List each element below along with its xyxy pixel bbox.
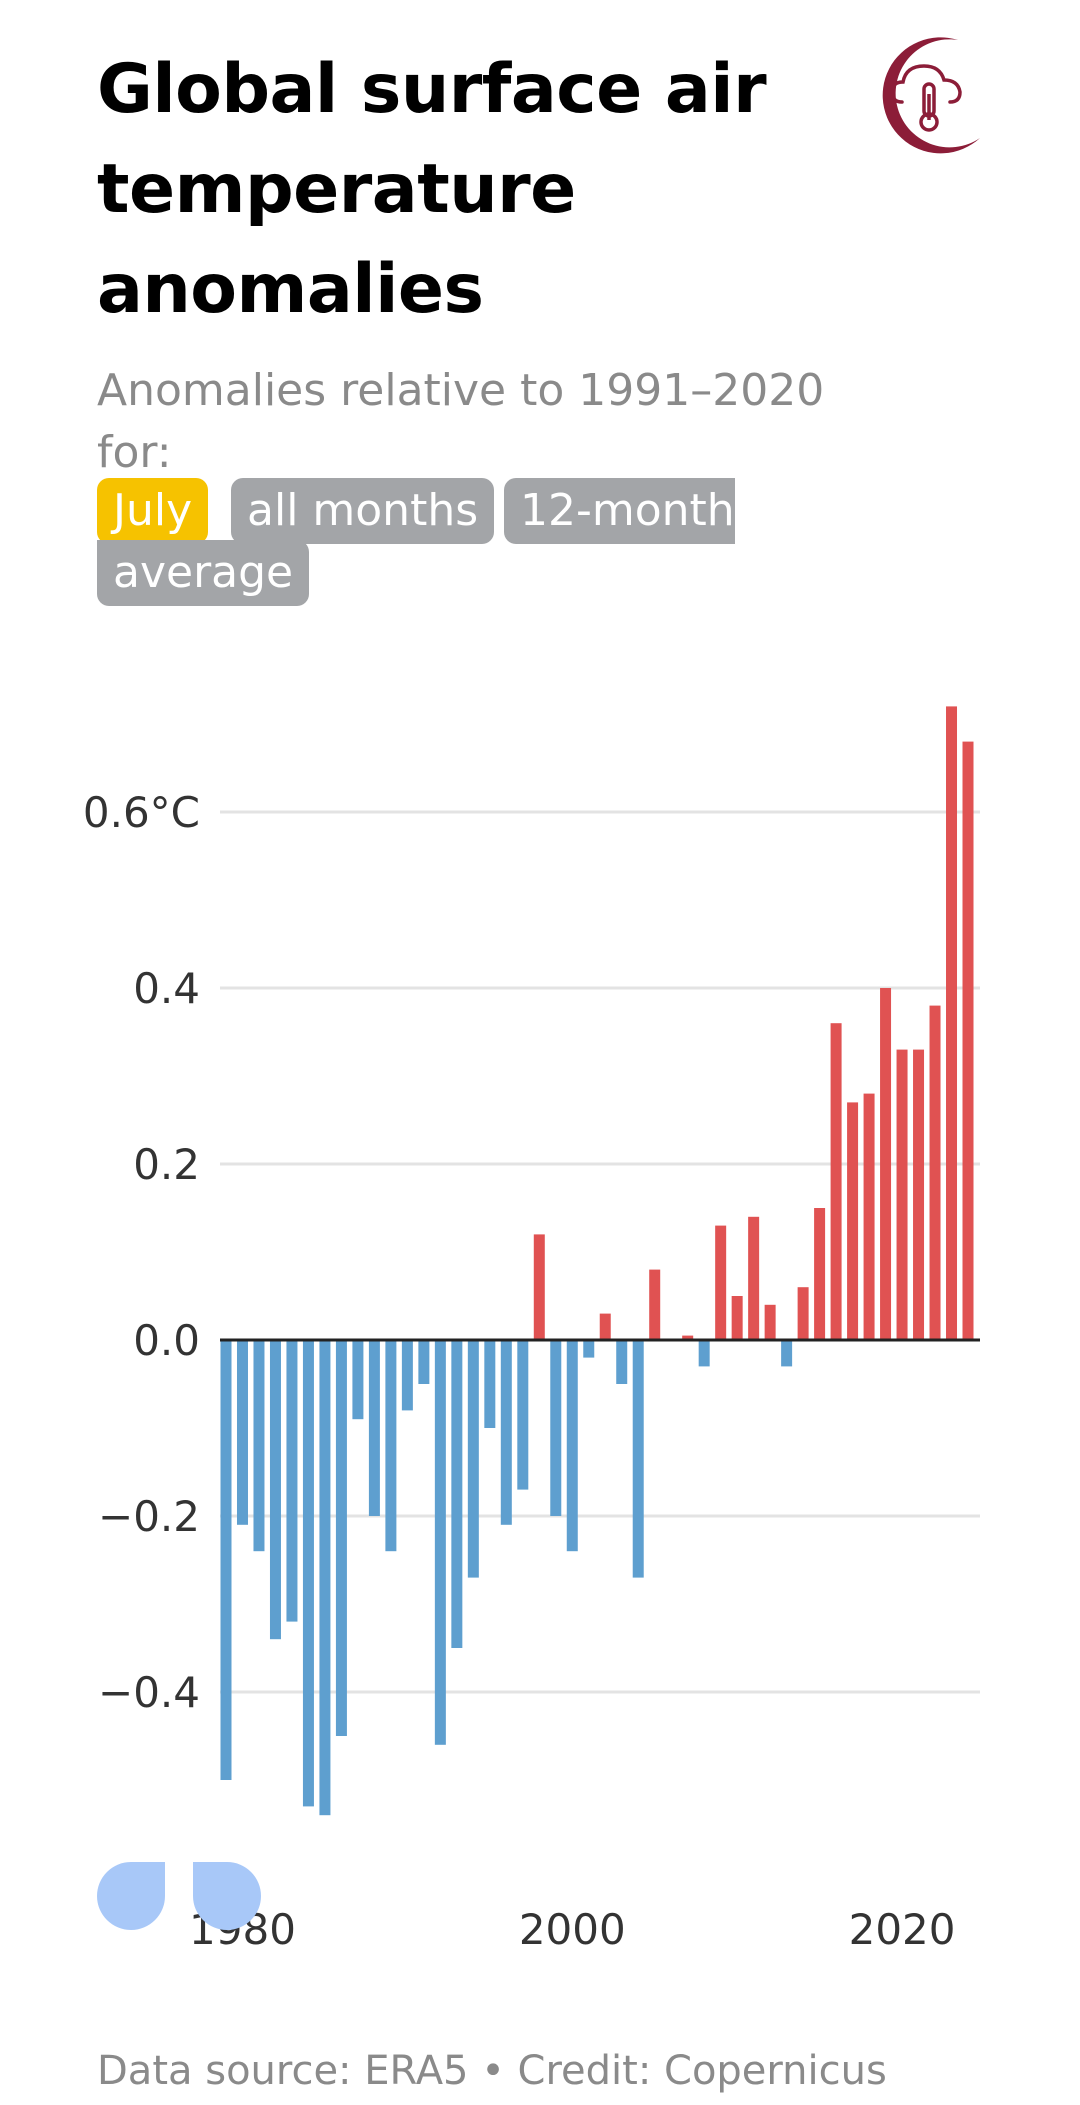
bar-2020[interactable] [896, 1049, 908, 1340]
y-tick-label: 0.2 [133, 1140, 200, 1189]
bar-2004[interactable] [632, 1340, 644, 1578]
bar-2005[interactable] [649, 1269, 661, 1340]
bar-2016[interactable] [830, 1023, 842, 1340]
y-tick-label: −0.2 [98, 1492, 200, 1541]
bar-1997[interactable] [517, 1340, 529, 1490]
bar-1992[interactable] [434, 1340, 446, 1745]
bar-2009[interactable] [715, 1225, 727, 1340]
bar-1983[interactable] [286, 1340, 298, 1622]
bar-2014[interactable] [797, 1287, 809, 1340]
filter-12-month-average-button[interactable]: 12-month [504, 478, 735, 544]
scroll-right-icon[interactable] [193, 1862, 261, 1930]
bar-1989[interactable] [385, 1340, 397, 1552]
bar-1995[interactable] [484, 1340, 496, 1428]
x-tick-label: 2000 [519, 1905, 626, 1954]
x-tick-label: 2020 [849, 1905, 956, 1954]
bar-2007[interactable] [682, 1335, 694, 1340]
bar-1993[interactable] [451, 1340, 463, 1648]
bar-2011[interactable] [748, 1216, 760, 1340]
bar-2013[interactable] [781, 1340, 793, 1367]
bar-2008[interactable] [698, 1340, 710, 1367]
bar-1987[interactable] [352, 1340, 364, 1420]
copernicus-climate-logo-icon [882, 37, 980, 154]
bar-2022[interactable] [929, 1005, 941, 1340]
bar-1994[interactable] [467, 1340, 479, 1578]
bar-1996[interactable] [500, 1340, 512, 1525]
bar-2000[interactable] [566, 1340, 578, 1552]
bar-2002[interactable] [599, 1313, 611, 1340]
bar-2010[interactable] [731, 1296, 743, 1340]
bar-1998[interactable] [533, 1234, 545, 1340]
filter-july-button[interactable]: July [97, 478, 209, 544]
page-title: Global surface air temperature anomalies [97, 50, 767, 329]
bar-1999[interactable] [550, 1340, 562, 1516]
scroll-indicator[interactable] [97, 1862, 297, 1932]
subtitle: Anomalies relative to 1991–2020 for: [97, 365, 825, 478]
bar-1982[interactable] [269, 1340, 281, 1640]
bar-1985[interactable] [319, 1340, 331, 1816]
y-tick-label: 0.4 [133, 964, 200, 1013]
bar-1981[interactable] [253, 1340, 265, 1552]
y-tick-label: 0.6°C [83, 788, 200, 837]
bar-1988[interactable] [368, 1340, 380, 1516]
bar-2001[interactable] [583, 1340, 595, 1358]
bar-2019[interactable] [880, 988, 892, 1340]
bar-2017[interactable] [847, 1102, 859, 1340]
bar-2018[interactable] [863, 1093, 875, 1340]
bar-2015[interactable] [814, 1208, 826, 1340]
filter-all-months-button[interactable]: all months [231, 478, 495, 544]
y-tick-label: −0.4 [98, 1668, 200, 1717]
scroll-left-icon[interactable] [97, 1862, 165, 1930]
bar-2023[interactable] [946, 706, 958, 1340]
footer-credit: Data source: ERA5 • Credit: Copernicus [97, 2048, 887, 2094]
bar-2021[interactable] [913, 1049, 925, 1340]
bar-1990[interactable] [401, 1340, 413, 1411]
filter-12-month-average-button-continued[interactable]: average [97, 540, 310, 606]
bar-1991[interactable] [418, 1340, 430, 1384]
y-tick-label: 0.0 [133, 1316, 200, 1365]
bar-1980[interactable] [236, 1340, 248, 1525]
bar-1986[interactable] [335, 1340, 347, 1736]
bar-2012[interactable] [764, 1304, 776, 1340]
bar-1979[interactable] [220, 1340, 232, 1780]
bar-2003[interactable] [616, 1340, 628, 1384]
bar-1984[interactable] [302, 1340, 314, 1807]
bar-2024[interactable] [962, 741, 974, 1340]
